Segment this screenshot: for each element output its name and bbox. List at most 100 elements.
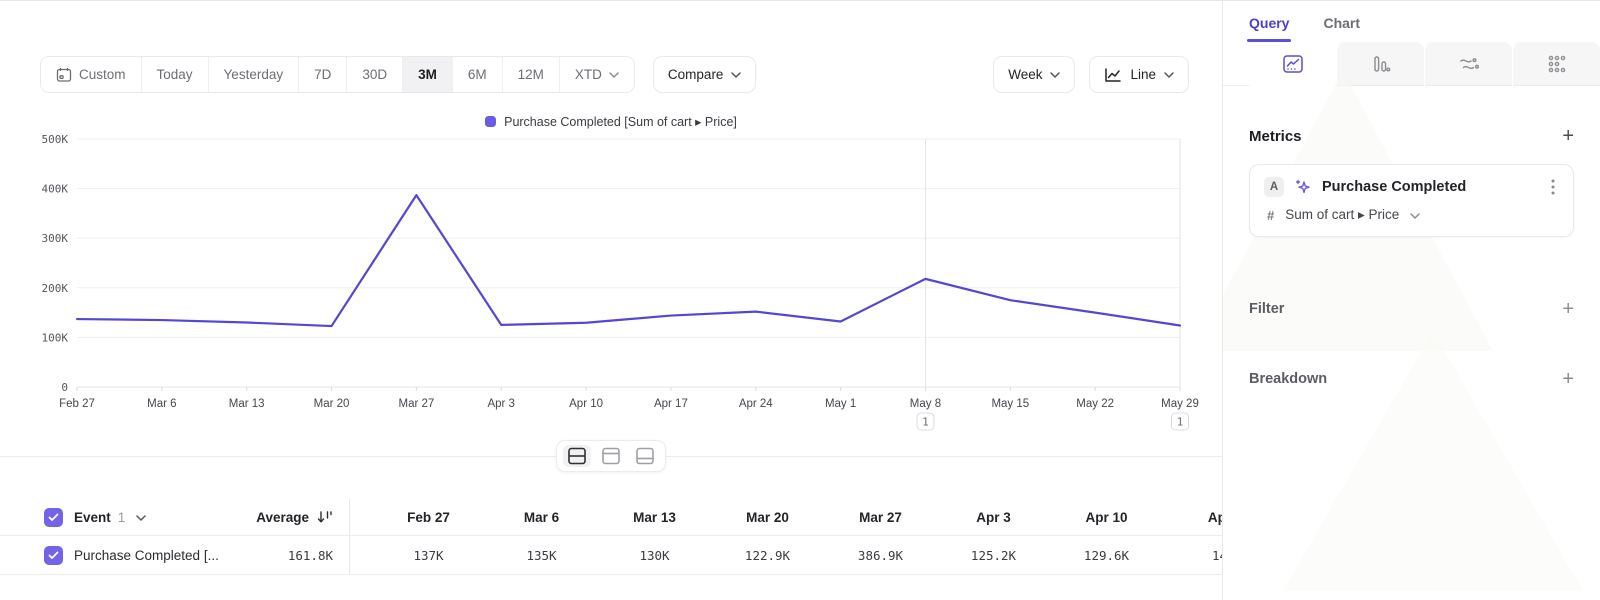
sparkle-icon — [1295, 179, 1310, 194]
range-button-xtd[interactable]: XTD — [559, 57, 634, 92]
tab-query[interactable]: Query — [1246, 15, 1292, 42]
svg-text:200K: 200K — [42, 282, 69, 295]
date-column-header: Apr — [1207, 509, 1222, 525]
filter-title: Filter — [1249, 301, 1285, 317]
metric-name: Purchase Completed — [1322, 179, 1467, 195]
chart-area: 0 100K 200K 300K 400K 500K Feb 27 Mar 6 Mar 13 Ma… — [0, 131, 1222, 438]
add-metric-button[interactable]: + — [1562, 125, 1574, 147]
table-header-row: Event 1 Average Feb 27 Mar 6 Mar 13 Mar 20 M… — [0, 499, 1222, 535]
date-column-value: 130K — [639, 547, 670, 563]
breakdown-title: Breakdown — [1249, 371, 1328, 387]
chart-legend: Purchase Completed [Sum of cart ▸ Price] — [0, 114, 1222, 129]
chart-type-button[interactable]: Line — [1089, 56, 1189, 93]
svg-text:Mar 27: Mar 27 — [398, 398, 434, 410]
tab-insights[interactable] — [1249, 42, 1336, 86]
line-chart-icon — [1105, 67, 1122, 82]
svg-text:Mar 13: Mar 13 — [229, 398, 265, 410]
sidebar: Query Chart Metrics + — [1223, 1, 1600, 600]
legend-swatch — [485, 116, 497, 127]
svg-text:0: 0 — [61, 381, 68, 394]
svg-text:1: 1 — [1177, 416, 1184, 429]
date-column-header: Apr 3 — [976, 509, 1011, 525]
date-column-value: 386.9K — [857, 547, 904, 563]
svg-text:500K: 500K — [42, 133, 69, 146]
legend-label: Purchase Completed [Sum of cart ▸ Price] — [504, 115, 737, 129]
toolbar: Custom Today Yesterday 7D 30D 3M 6M 12M XTD Comp… — [40, 56, 1189, 93]
date-column-value: 137K — [413, 547, 444, 563]
chevron-down-icon[interactable] — [136, 514, 147, 521]
metric-property-selector[interactable]: # Sum of cart ▸ Price — [1264, 207, 1559, 223]
date-column-header: Apr 10 — [1085, 509, 1128, 525]
chart-table-divider — [0, 440, 1222, 472]
date-column-value: 135K — [526, 547, 557, 563]
filter-section-header: Filter + — [1249, 299, 1574, 319]
table-date-values: 137K 135K 130K 122.9K 386.9K 125.2K 129.6K 14 — [350, 548, 1222, 563]
tab-bar-chart[interactable] — [1337, 42, 1424, 86]
svg-text:May 8: May 8 — [910, 398, 941, 410]
chevron-down-icon — [731, 72, 742, 78]
compare-label: Compare — [667, 67, 724, 82]
kebab-icon — [1551, 179, 1555, 195]
metric-letter-badge: A — [1264, 177, 1284, 197]
range-button-30d[interactable]: 30D — [347, 57, 404, 92]
svg-text:Apr 10: Apr 10 — [569, 398, 603, 410]
range-button-3m[interactable]: 3M — [403, 57, 453, 92]
average-header-label: Average — [256, 509, 309, 525]
date-column-header: Feb 27 — [407, 509, 450, 525]
chart-view-icon — [602, 447, 620, 465]
date-column-header: Mar 13 — [633, 509, 676, 525]
date-column-header: Mar 27 — [859, 509, 902, 525]
date-column-header: Mar 20 — [746, 509, 789, 525]
tab-flows[interactable] — [1425, 42, 1512, 86]
svg-text:1: 1 — [922, 416, 929, 429]
svg-text:May 22: May 22 — [1076, 398, 1114, 410]
metric-formula: Sum of cart ▸ Price — [1285, 207, 1400, 222]
range-button-today[interactable]: Today — [141, 57, 209, 92]
metric-card[interactable]: A Purchase Completed # Sum of cart ▸ Pri… — [1249, 164, 1574, 237]
row-event-label: Purchase Completed [... — [74, 547, 219, 563]
chart-view-button[interactable] — [597, 445, 625, 467]
chevron-down-icon — [609, 72, 619, 78]
range-button-12m[interactable]: 12M — [502, 57, 560, 92]
flows-icon — [1459, 57, 1479, 69]
sort-icon[interactable] — [317, 510, 333, 524]
metrics-section-header: Metrics + — [1249, 126, 1574, 146]
compare-button[interactable]: Compare — [652, 56, 757, 93]
line-chart[interactable]: 0 100K 200K 300K 400K 500K Feb 27 Mar 6 Mar 13 Ma… — [0, 131, 1223, 433]
tab-chart[interactable]: Chart — [1323, 15, 1361, 31]
granularity-button[interactable]: Week — [993, 56, 1076, 93]
date-column-value: 122.9K — [744, 547, 791, 563]
split-view-button[interactable] — [563, 445, 591, 467]
chevron-down-icon — [1410, 212, 1421, 219]
table-view-button[interactable] — [631, 445, 659, 467]
chart-tabs-spacer — [1223, 42, 1249, 86]
select-all-checkbox[interactable] — [44, 507, 63, 527]
add-breakdown-button[interactable]: + — [1562, 368, 1574, 390]
row-checkbox[interactable] — [44, 545, 63, 565]
svg-text:Apr 3: Apr 3 — [487, 398, 515, 410]
svg-text:Apr 24: Apr 24 — [739, 398, 773, 410]
metrics-title: Metrics — [1249, 127, 1302, 145]
tab-retention[interactable] — [1513, 42, 1600, 86]
svg-text:300K: 300K — [42, 232, 69, 245]
main-panel: Custom Today Yesterday 7D 30D 3M 6M 12M XTD Comp… — [0, 1, 1223, 600]
range-button-7d[interactable]: 7D — [299, 57, 348, 92]
svg-text:Mar 6: Mar 6 — [147, 398, 176, 410]
granularity-label: Week — [1008, 67, 1043, 82]
range-button-yesterday[interactable]: Yesterday — [208, 57, 300, 92]
chevron-down-icon — [1050, 72, 1061, 78]
table-row[interactable]: Purchase Completed [... 161.8K 137K 135K 1… — [0, 535, 1222, 575]
table-view-icon — [636, 447, 654, 465]
date-column-value: 14 — [1211, 547, 1222, 563]
range-button-custom[interactable]: Custom — [41, 57, 142, 92]
row-average-value: 161.8K — [230, 536, 350, 574]
svg-text:May 29: May 29 — [1161, 398, 1199, 410]
date-column-value: 125.2K — [970, 547, 1017, 563]
table-date-headers: Feb 27 Mar 6 Mar 13 Mar 20 Mar 27 Apr 3 Apr 10… — [350, 510, 1222, 525]
svg-text:Apr 17: Apr 17 — [654, 398, 688, 410]
range-button-6m[interactable]: 6M — [452, 57, 503, 92]
add-filter-button[interactable]: + — [1562, 298, 1574, 320]
split-view-icon — [568, 447, 586, 465]
metric-menu-button[interactable] — [1547, 177, 1559, 197]
svg-text:May 1: May 1 — [825, 398, 856, 410]
